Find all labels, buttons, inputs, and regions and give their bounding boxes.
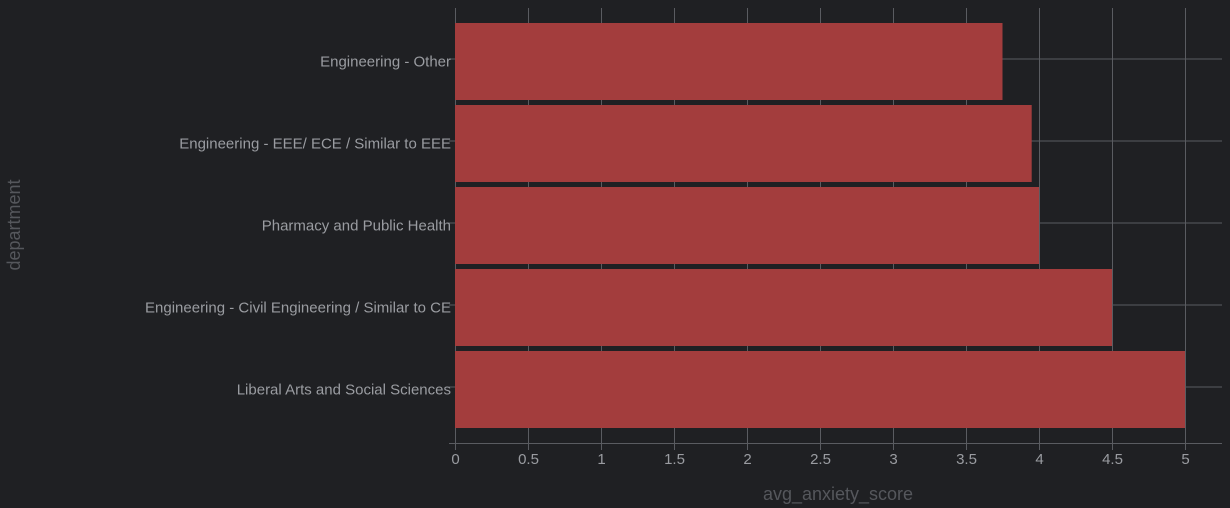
bar [455, 23, 1003, 100]
x-tick-label: 1 [597, 451, 605, 468]
y-tick-labels: Engineering - Other Engineering - EEE/ EC… [145, 54, 451, 399]
x-tick-label: 4 [1035, 451, 1043, 468]
y-tick-label: Pharmacy and Public Health [262, 218, 451, 235]
x-tick-label: 2.5 [810, 451, 831, 468]
x-tick-label: 3.5 [956, 451, 977, 468]
y-tick-label: Engineering - EEE/ ECE / Similar to EEE [179, 136, 451, 153]
bar [455, 351, 1185, 428]
bar [455, 105, 1032, 182]
x-tick-labels: 0 0.5 1 1.5 2 2.5 3 3.5 4 4.5 5 [451, 451, 1189, 468]
x-tick-label: 4.5 [1102, 451, 1123, 468]
y-tick-label: Engineering - Civil Engineering / Simila… [145, 300, 451, 317]
x-axis-title: avg_anxiety_score [763, 484, 913, 505]
y-tick-label: Liberal Arts and Social Sciences [237, 382, 451, 399]
y-tick-label: Engineering - Other [320, 54, 451, 71]
y-axis-title: department [4, 179, 24, 270]
x-tick-label: 0 [451, 451, 459, 468]
x-tick-label: 1.5 [664, 451, 685, 468]
x-tick-label: 2 [743, 451, 751, 468]
bar [455, 187, 1039, 264]
bar [455, 269, 1112, 346]
x-tick-label: 3 [889, 451, 897, 468]
bars [455, 23, 1185, 428]
x-tick-label: 5 [1181, 451, 1189, 468]
x-tick-label: 0.5 [518, 451, 539, 468]
